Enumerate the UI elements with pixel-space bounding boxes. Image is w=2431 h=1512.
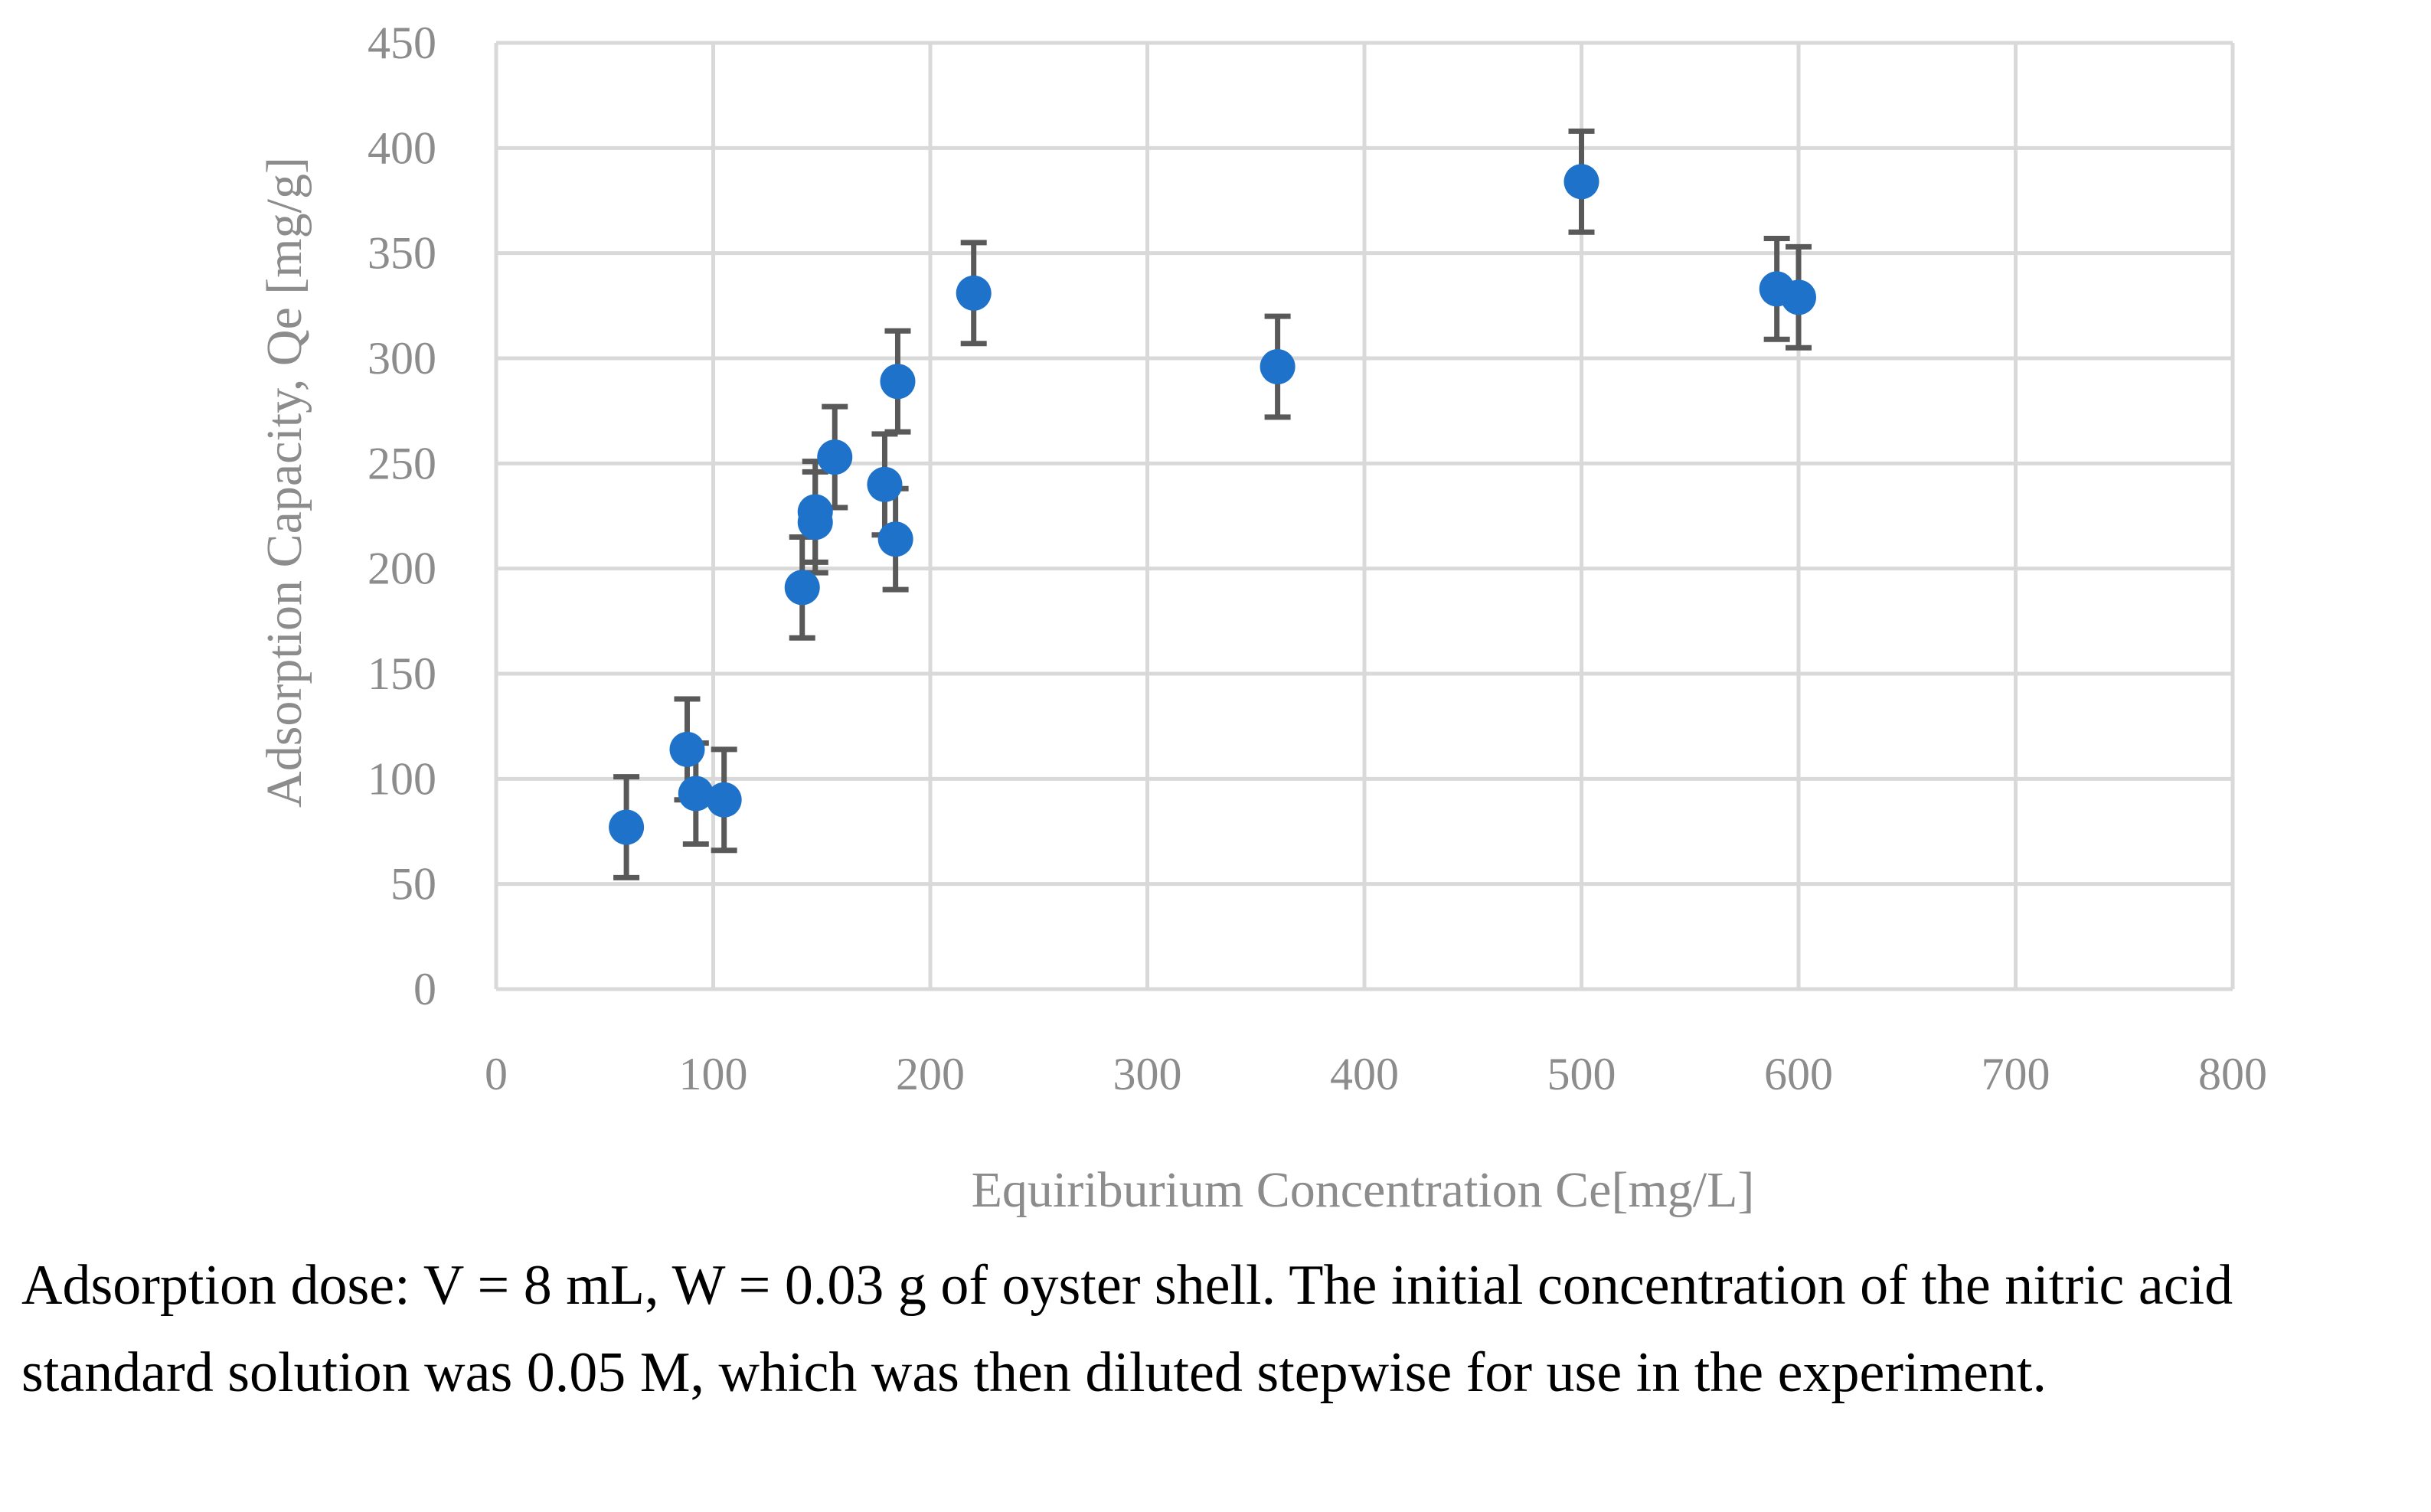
- x-tick-label: 400: [1330, 1049, 1399, 1099]
- y-tick-label: 50: [390, 859, 436, 909]
- data-point: [678, 776, 714, 812]
- data-points: [609, 164, 1816, 845]
- x-tick-label: 0: [485, 1049, 508, 1099]
- x-tick-label: 100: [679, 1049, 748, 1099]
- data-point: [1563, 164, 1599, 200]
- tick-labels: 0 50 100 150 200 250 300 350 400 450 0 100 200 300 400…: [368, 18, 2267, 1099]
- x-tick-label: 700: [1982, 1049, 2050, 1099]
- y-tick-label: 150: [368, 648, 436, 699]
- y-tick-label: 200: [368, 544, 436, 594]
- data-point: [867, 466, 903, 502]
- y-tick-label: 300: [368, 333, 436, 384]
- data-point: [1260, 348, 1296, 384]
- y-axis-title: Adsorption Capacity, Qe [mg/g]: [256, 157, 312, 808]
- y-tick-label: 450: [368, 18, 436, 68]
- data-point: [609, 809, 645, 845]
- data-point: [797, 505, 833, 540]
- data-point: [877, 521, 913, 557]
- y-tick-label: 400: [368, 122, 436, 173]
- data-point: [817, 439, 853, 475]
- x-tick-label: 200: [896, 1049, 965, 1099]
- y-tick-label: 100: [368, 753, 436, 804]
- x-axis-title: Equiriburium Concentration Ce[mg/L]: [972, 1162, 1755, 1218]
- grid: [494, 41, 2235, 991]
- data-point: [706, 782, 742, 818]
- scatter-chart: 0 50 100 150 200 250 300 350 400 450 0 100 200 300 400…: [256, 18, 2267, 1218]
- data-point: [956, 275, 992, 311]
- error-bars: [613, 128, 1812, 880]
- y-tick-label: 350: [368, 228, 436, 279]
- x-tick-label: 600: [1764, 1049, 1833, 1099]
- data-point: [880, 364, 916, 400]
- data-point: [784, 570, 820, 606]
- x-tick-label: 300: [1113, 1049, 1182, 1099]
- figure-note: Adsorption dose: V = 8 mL, W = 0.03 g of…: [21, 1254, 2233, 1404]
- x-tick-label: 800: [2198, 1049, 2267, 1099]
- y-tick-label: 250: [368, 438, 436, 488]
- data-point: [669, 731, 705, 767]
- y-tick-label: 0: [413, 964, 436, 1014]
- x-tick-label: 500: [1547, 1049, 1616, 1099]
- data-point: [1781, 279, 1816, 315]
